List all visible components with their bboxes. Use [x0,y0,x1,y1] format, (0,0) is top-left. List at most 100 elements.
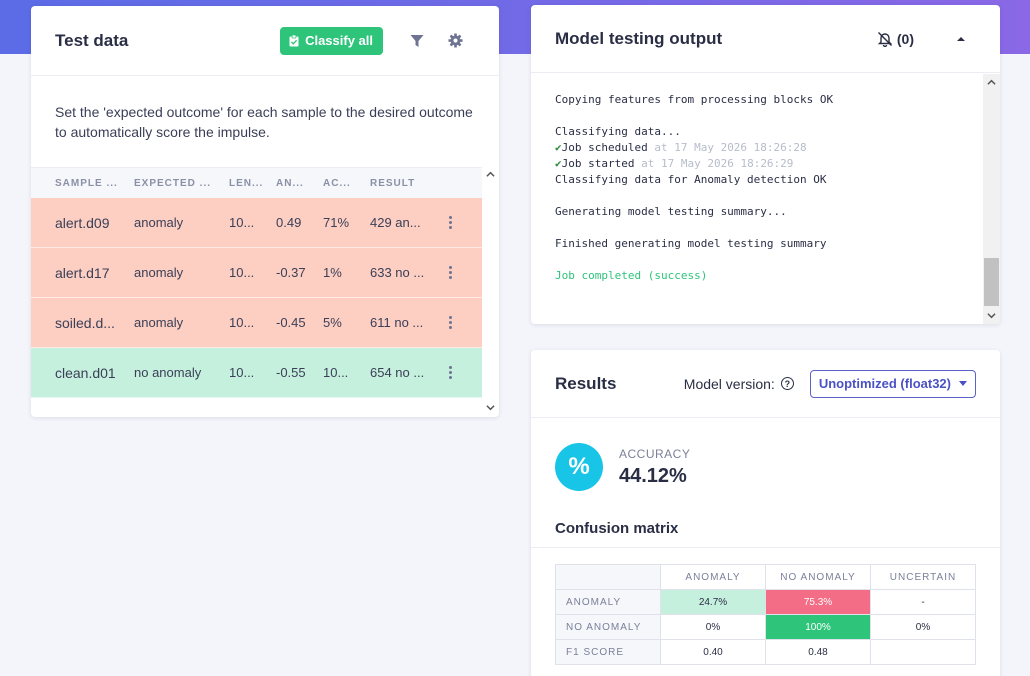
log-timestamp: at 17 May 2026 18:26:29 [634,157,794,170]
log-text: Job scheduled [561,141,648,154]
log-line: Classifying data... [555,124,959,140]
sample-accuracy: 10... [323,365,349,380]
matrix-row-header: NO ANOMALY [555,614,661,640]
sample-name: alert.d09 [55,214,110,231]
log-text: Classifying data... [555,125,681,138]
confusion-matrix-title: Confusion matrix [555,520,679,537]
log-text: Finished generating model testing summar… [555,237,827,250]
help-icon[interactable]: ? [780,377,794,390]
log-timestamp: at 17 May 2026 18:26:28 [647,141,807,154]
notification-count: (0) [896,30,914,47]
log-text: Job started [561,157,635,170]
anomaly-score: -0.37 [276,265,306,280]
filter-icon[interactable] [409,33,425,49]
sample-name: alert.d17 [55,264,110,281]
matrix-row-header: F1 SCORE [555,639,661,665]
anomaly-score: -0.45 [276,315,306,330]
table-row[interactable]: clean.d01 no anomaly 10... -0.55 10... 654 no… [31,348,482,398]
matrix-col-header: UNCERTAIN [870,564,976,590]
accuracy-block: % ACCURACY 44.12% [555,443,690,491]
sample-name: soiled.d... [55,314,115,331]
matrix-row: ANOMALY 24.7% 75.3% - [555,589,976,615]
scroll-thumb[interactable] [984,258,999,306]
col-header-sample[interactable]: SAMPLE ... [55,177,118,189]
log-line: Finished generating model testing summar… [555,236,959,252]
matrix-row-header: ANOMALY [555,589,661,615]
model-version-value: Unoptimized (float32) [818,376,951,391]
col-header-accuracy[interactable]: AC... [323,177,351,189]
model-version-label-group: Model version: ? [684,376,794,392]
log-text: Copying features from processing blocks … [555,93,834,106]
log-line: Classifying data for Anomaly detection O… [555,172,959,188]
expected-outcome[interactable]: no anomaly [134,365,202,380]
table-scrollbar[interactable] [482,166,499,416]
test-data-table: SAMPLE ... EXPECTED ... LEN... AN... AC.… [31,168,482,398]
classify-all-button[interactable]: Classify all [280,26,383,55]
accuracy-label: ACCURACY [619,446,691,461]
sample-length: 10... [229,215,255,230]
log-line [555,220,959,236]
matrix-cell: 0.48 [765,639,871,665]
output-log: Copying features from processing blocks … [531,74,983,324]
output-scrollbar[interactable] [983,74,1000,324]
log-text: Classifying data for Anomaly detection O… [555,173,827,186]
percent-icon: % [555,443,603,491]
expected-outcome[interactable]: anomaly [134,315,184,330]
sample-length: 10... [229,315,255,330]
model-version-label: Model version: [683,375,775,392]
row-menu-icon[interactable] [440,216,460,229]
notification-toggle[interactable]: (0) [877,31,914,47]
table-row[interactable]: alert.d17 anomaly 10... -0.37 1% 633 no ... [31,248,482,298]
col-header-result[interactable]: RESULT [370,177,416,189]
log-line [555,252,959,268]
scroll-up-icon[interactable] [987,78,996,87]
check-icon: ✔ [555,141,562,154]
classify-all-label: Classify all [305,33,373,48]
matrix-col-header: NO ANOMALY [765,564,871,590]
log-line: ✔Job started at 17 May 2026 18:26:29 [555,156,959,172]
results-panel: Results Model version: ? Unoptimized (fl… [531,350,1000,676]
results-title: Results [555,373,617,393]
results-header: Results Model version: ? Unoptimized (fl… [531,350,1000,418]
table-header: SAMPLE ... EXPECTED ... LEN... AN... AC.… [31,168,482,198]
output-header: Model testing output (0) [531,5,1000,73]
clipboard-check-icon [289,34,299,46]
sample-result: 654 no ... [370,365,425,380]
row-menu-icon[interactable] [440,316,460,329]
collapse-up-icon[interactable] [956,35,966,43]
row-menu-icon[interactable] [440,366,460,379]
test-data-panel: Test data Classify all [31,6,499,417]
log-line [555,108,959,124]
model-testing-output-panel: Model testing output (0) Copying feature… [531,5,1000,324]
log-line: Generating model testing summary... [555,204,959,220]
col-header-length[interactable]: LEN... [229,177,264,189]
check-icon: ✔ [555,157,562,170]
matrix-row: NO ANOMALY 0% 100% 0% [555,614,976,640]
table-row[interactable]: alert.d09 anomaly 10... 0.49 71% 429 an... [31,198,482,248]
scroll-down-icon[interactable] [987,311,996,320]
anomaly-score: -0.55 [276,365,306,380]
bell-off-icon [877,31,893,47]
log-line: Copying features from processing blocks … [555,92,959,108]
row-menu-icon[interactable] [440,266,460,279]
caret-down-icon [959,381,967,386]
col-header-anomaly[interactable]: AN... [276,177,304,189]
sample-result: 611 no ... [370,315,424,330]
model-version-select[interactable]: Unoptimized (float32) [809,369,976,398]
sample-result: 429 an... [370,215,421,230]
table-row[interactable]: soiled.d... anomaly 10... -0.45 5% 611 no ... [31,298,482,348]
log-text: Generating model testing summary... [555,205,787,218]
confusion-matrix: ANOMALY NO ANOMALY UNCERTAIN ANOMALY 24.7… [555,564,976,665]
sample-accuracy: 71% [323,215,350,230]
matrix-cell [870,639,976,665]
expected-outcome[interactable]: anomaly [134,265,184,280]
sample-accuracy: 1% [323,265,342,280]
matrix-cell: 0.40 [660,639,766,665]
matrix-cell: 0% [870,614,976,640]
col-header-expected[interactable]: EXPECTED ... [134,177,212,189]
gear-icon[interactable] [447,33,463,49]
scroll-up-icon[interactable] [486,170,495,179]
scroll-down-icon[interactable] [486,403,495,412]
matrix-cell: - [870,589,976,615]
expected-outcome[interactable]: anomaly [134,215,184,230]
